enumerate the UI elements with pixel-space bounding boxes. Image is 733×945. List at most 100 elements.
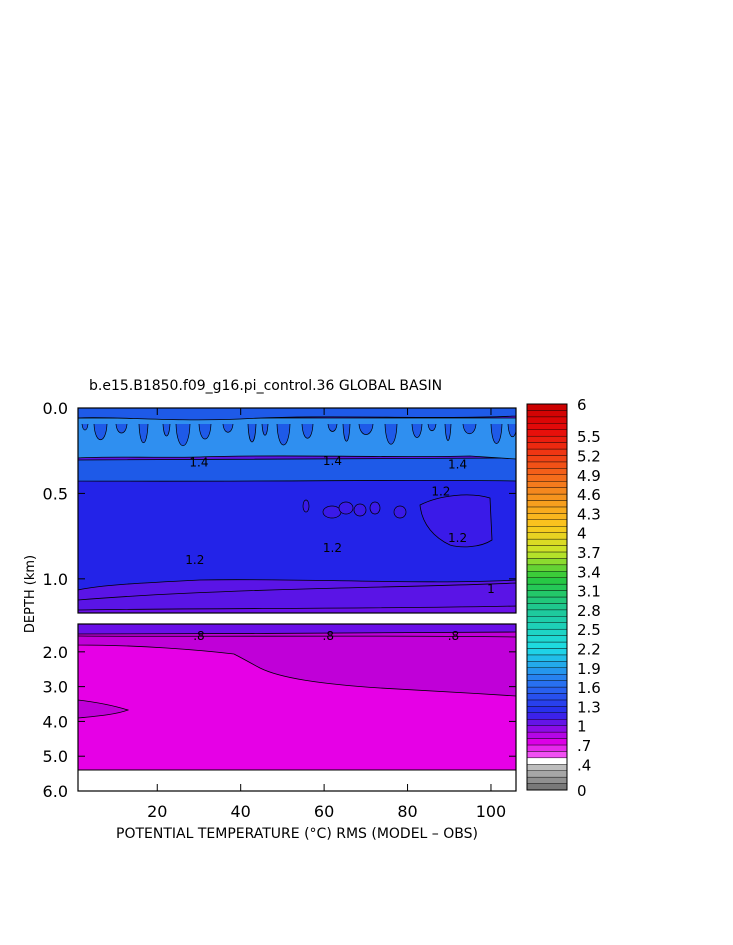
colorbar-swatch <box>526 461 568 469</box>
contour-label: 1.4 <box>189 456 208 470</box>
contour-label: .8 <box>323 629 334 643</box>
colorbar-swatch <box>526 513 568 520</box>
colorbar-swatch <box>526 583 568 591</box>
colorbar-swatch <box>526 526 568 533</box>
colorbar-swatch <box>526 538 568 546</box>
contour-wiggle <box>358 423 374 435</box>
contour-labels: 1.4 1.4 1.4 1.2 1.2 1.2 1.2 1 .8 .8 .8 <box>185 454 495 643</box>
contour-wiggle <box>342 423 351 442</box>
lower-contour-1 <box>78 582 516 613</box>
colorbar-swatch <box>526 693 568 701</box>
colorbar-frame <box>526 403 568 791</box>
colorbar-label: 3.7 <box>577 544 601 562</box>
rms-0.8-tongue <box>78 699 130 719</box>
lower-frame <box>77 623 517 792</box>
colorbar-label: 1 <box>577 718 587 736</box>
colorbar-swatch <box>526 712 568 720</box>
colorbar-swatch <box>526 577 568 585</box>
rms-1.0-pocket <box>419 494 493 548</box>
contour-wiggle <box>222 423 234 433</box>
x-axis: 20 40 60 80 100 <box>147 408 506 821</box>
colorbar-label: .4 <box>577 756 591 774</box>
contour-wiggle <box>198 423 212 440</box>
colorbar-swatch <box>526 725 568 733</box>
contour-label: 1.2 <box>323 541 342 555</box>
y-tick-label: 3.0 <box>43 678 68 697</box>
colorbar-swatch <box>526 751 568 759</box>
colorbar-swatch <box>526 429 568 437</box>
lower-contour-2 <box>78 605 516 613</box>
colorbar-label: .7 <box>577 737 591 755</box>
contour-label: .8 <box>193 629 204 643</box>
rms-0.8-line <box>78 635 516 638</box>
colorbar-swatch <box>526 680 568 688</box>
colorbar-label: 1.6 <box>577 679 601 697</box>
contour-wiggle <box>444 423 452 441</box>
contour-wiggle <box>490 423 503 444</box>
colorbar-swatch <box>526 609 568 617</box>
x-tick-label: 80 <box>397 802 417 821</box>
contour-blob <box>393 505 407 519</box>
colorbar-swatch <box>526 416 568 424</box>
y-tick-label: 6.0 <box>43 782 68 801</box>
colorbar-swatch <box>526 654 568 662</box>
contour-blob <box>322 505 342 519</box>
colorbar-swatch <box>526 590 568 598</box>
contour-label: 1.2 <box>448 531 467 545</box>
upper-y-ticks: 0.0 0.5 1.0 <box>43 399 516 589</box>
colorbar-swatch <box>526 564 568 572</box>
colorbar-swatch <box>526 757 568 765</box>
upper-contour-blobs <box>302 499 407 519</box>
lower-panel: 2.0 3.0 4.0 5.0 6.0 <box>43 623 517 801</box>
colorbar-swatch <box>526 487 568 495</box>
colorbar-label: 2.8 <box>577 602 601 620</box>
colorbar-swatch <box>526 448 568 456</box>
colorbar-label: 5.5 <box>577 428 601 446</box>
colorbar-label: 3.1 <box>577 583 601 601</box>
colorbar-swatch <box>526 628 568 636</box>
colorbar-swatch <box>526 667 568 675</box>
contour-wiggle <box>462 423 477 435</box>
contour-label: 1.2 <box>431 485 450 499</box>
colorbar-swatch <box>526 616 568 623</box>
x-tick-label: 60 <box>314 802 334 821</box>
colorbar-swatch <box>526 403 568 411</box>
colorbar-swatch <box>526 603 568 611</box>
colorbar-swatch <box>526 770 568 778</box>
contour-wiggle <box>138 423 149 444</box>
contour-blob <box>353 503 367 517</box>
x-tick-label: 100 <box>476 802 507 821</box>
colorbar-label: 2.2 <box>577 640 601 658</box>
lower-y-ticks: 2.0 3.0 4.0 5.0 6.0 <box>43 643 516 801</box>
chart-title: b.e15.B1850.f09_g16.pi_control.36 GLOBAL… <box>89 378 442 394</box>
contour-wiggle <box>93 423 108 441</box>
colorbar-swatch <box>526 596 568 604</box>
contour-blob <box>302 499 310 513</box>
colorbar-swatch <box>526 648 568 656</box>
y-tick-label: 0.5 <box>43 484 68 503</box>
colorbar-swatch <box>526 686 568 694</box>
colorbar-swatch <box>526 641 568 649</box>
colorbar-swatch <box>526 551 568 559</box>
colorbar-label: 4.9 <box>577 467 601 485</box>
colorbar-label: 0 <box>577 782 587 800</box>
contour-wiggle <box>276 423 291 446</box>
colorbar-swatch <box>526 706 568 713</box>
colorbar-swatch <box>526 661 568 668</box>
x-tick-label: 40 <box>231 802 251 821</box>
contour-wiggle <box>327 423 338 432</box>
contour-wiggle <box>427 423 437 432</box>
colorbar-swatch <box>526 519 568 527</box>
colorbar-swatch <box>526 731 568 739</box>
colorbar-swatch <box>526 493 568 501</box>
contour-wiggle <box>261 423 269 436</box>
contour-label: 1.4 <box>323 454 342 468</box>
colorbar-swatch <box>526 423 568 430</box>
y-tick-label: 4.0 <box>43 712 68 731</box>
colorbar-swatch <box>526 500 568 508</box>
contour-wiggle <box>247 423 257 443</box>
colorbar-label: 5.2 <box>577 447 601 465</box>
colorbar-swatch <box>526 558 568 566</box>
contour-wiggle <box>384 423 398 445</box>
y-tick-label: 0.0 <box>43 399 68 418</box>
